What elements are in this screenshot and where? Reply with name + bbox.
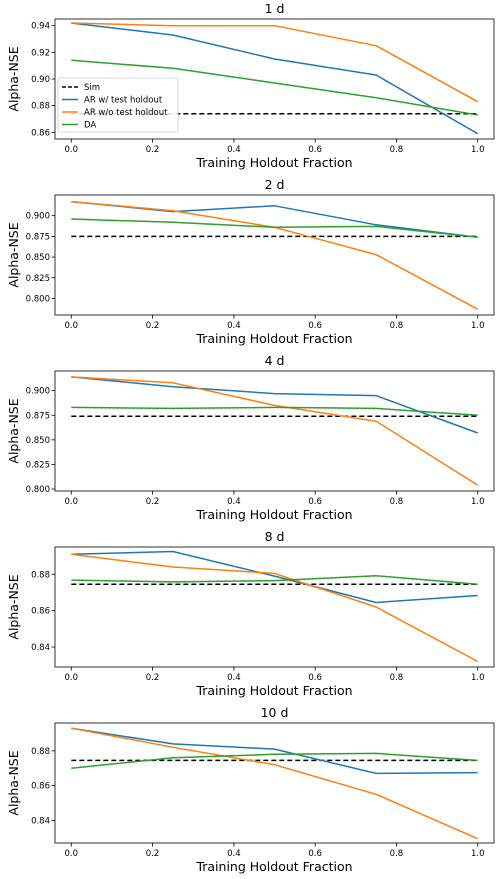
y-axis-label: Alpha-NSE (6, 222, 21, 287)
y-tick-label: 0.84 (31, 816, 50, 826)
legend: Sim AR w/ test holdout AR w/o test holdout… (57, 77, 179, 133)
x-tick-label: 0.6 (308, 673, 322, 683)
chart-panel-4: 8 d 0.0 0.2 0.4 0.6 0.8 1.0 0.84 0.86 0.88 Trainin… (6, 529, 495, 698)
x-tick-label: 1.0 (471, 849, 485, 859)
series-line-ar-w-o-test-holdout (71, 553, 479, 663)
x-tick-label: 0.8 (390, 145, 404, 155)
chart-panel-5: 10 d 0.0 0.2 0.4 0.6 0.8 1.0 0.84 0.86 0.88 Traini… (6, 705, 495, 874)
x-tick-label: 0.2 (146, 849, 160, 859)
chart-title: 2 d (265, 177, 285, 192)
series-line-da (71, 59, 478, 116)
x-tick-label: 0.8 (390, 497, 404, 507)
x-tick-label: 0.6 (308, 321, 322, 331)
y-axis-label: Alpha-NSE (6, 398, 21, 463)
x-tick-label: 0.6 (308, 145, 322, 155)
series-line-ar-w-o-test-holdout (71, 727, 479, 840)
plot-area-frame (54, 722, 495, 844)
x-tick-label: 0.4 (227, 145, 241, 155)
series-line-ar-w-test-holdout (71, 376, 478, 434)
chart-panel-3: 4 d 0.0 0.2 0.4 0.6 0.8 1.0 0.800 0.825 0.850 0.87… (6, 353, 495, 522)
legend-label: Sim (84, 83, 100, 93)
y-axis-label: Alpha-NSE (6, 46, 21, 111)
y-tick-label: 0.825 (26, 460, 50, 470)
plot-area-frame (54, 194, 495, 316)
y-tick-label: 0.900 (26, 212, 50, 222)
series-line-ar-w-test-holdout (71, 22, 479, 135)
x-tick-label: 0.2 (146, 321, 160, 331)
y-axis-label: Alpha-NSE (6, 750, 21, 815)
series-line-ar-w-test-holdout (71, 550, 478, 604)
x-axis-label: Training Holdout Fraction (195, 155, 352, 170)
series-line-da (71, 752, 478, 769)
chart-title: 8 d (265, 529, 285, 544)
legend-box (57, 77, 179, 133)
chart-panel-1: 1 d 0.0 0.2 0.4 0.6 0.8 1.0 0.86 0.88 0.90 0.92 0.9… (6, 1, 495, 170)
y-tick-label: 0.825 (26, 274, 50, 284)
plot-area-frame (54, 370, 495, 492)
chart-panel-2: 2 d 0.0 0.2 0.4 0.6 0.8 1.0 0.800 0.825 0.850 0.87… (6, 177, 495, 346)
x-tick-label: 1.0 (471, 145, 485, 155)
x-tick-label: 0.2 (146, 497, 160, 507)
y-tick-label: 0.850 (26, 436, 50, 446)
y-tick-label: 0.94 (31, 22, 50, 32)
x-tick-label: 0.4 (227, 849, 241, 859)
x-tick-label: 0.4 (227, 673, 241, 683)
y-tick-label: 0.800 (26, 294, 50, 304)
x-tick-label: 0.4 (227, 497, 241, 507)
y-tick-label: 0.88 (31, 570, 50, 580)
x-tick-label: 0.2 (146, 673, 160, 683)
x-tick-label: 0.8 (390, 321, 404, 331)
y-axis-label: Alpha-NSE (6, 574, 21, 639)
y-tick-label: 0.86 (31, 607, 50, 617)
chart-title: 1 d (265, 1, 285, 16)
x-tick-label: 0.0 (64, 849, 78, 859)
x-tick-label: 1.0 (471, 321, 485, 331)
series-line-da (71, 574, 478, 586)
x-tick-label: 1.0 (471, 673, 485, 683)
x-tick-label: 0.4 (227, 321, 241, 331)
y-tick-label: 0.875 (26, 411, 50, 421)
series-line-ar-w-test-holdout (71, 727, 478, 775)
chart-title: 4 d (265, 353, 285, 368)
legend-label: AR w/ test holdout (84, 96, 163, 106)
x-axis-label: Training Holdout Fraction (195, 507, 352, 522)
x-tick-label: 0.0 (64, 673, 78, 683)
series-line-da (71, 218, 478, 238)
x-tick-label: 0.0 (64, 497, 78, 507)
y-tick-label: 0.875 (26, 232, 50, 242)
x-axis-label: Training Holdout Fraction (195, 683, 352, 698)
y-tick-label: 0.84 (31, 643, 50, 653)
y-tick-label: 0.88 (31, 747, 50, 757)
y-tick-label: 0.88 (31, 102, 50, 112)
y-tick-label: 0.90 (31, 75, 50, 85)
y-tick-label: 0.850 (26, 253, 50, 263)
y-tick-label: 0.92 (31, 48, 50, 58)
y-tick-label: 0.86 (31, 128, 50, 138)
x-tick-label: 1.0 (471, 497, 485, 507)
plot-area-frame (54, 546, 495, 668)
x-tick-label: 0.6 (308, 497, 322, 507)
x-tick-label: 0.0 (64, 145, 78, 155)
series-line-ar-w-o-test-holdout (71, 200, 479, 310)
x-axis-label: Training Holdout Fraction (195, 331, 352, 346)
x-axis-label: Training Holdout Fraction (195, 859, 352, 874)
chart-title: 10 d (261, 705, 289, 720)
x-tick-label: 0.6 (308, 849, 322, 859)
x-tick-label: 0.8 (390, 673, 404, 683)
x-tick-label: 0.8 (390, 849, 404, 859)
series-line-ar-w-o-test-holdout (71, 376, 479, 486)
legend-label: AR w/o test holdout (84, 108, 168, 118)
series-line-ar-w-o-test-holdout (71, 22, 479, 103)
x-tick-label: 0.2 (146, 145, 160, 155)
legend-label: DA (84, 121, 96, 131)
y-tick-label: 0.900 (26, 387, 50, 397)
series-line-da (71, 406, 478, 417)
x-tick-label: 0.0 (64, 321, 78, 331)
y-tick-label: 0.86 (31, 782, 50, 792)
y-tick-label: 0.800 (26, 485, 50, 495)
